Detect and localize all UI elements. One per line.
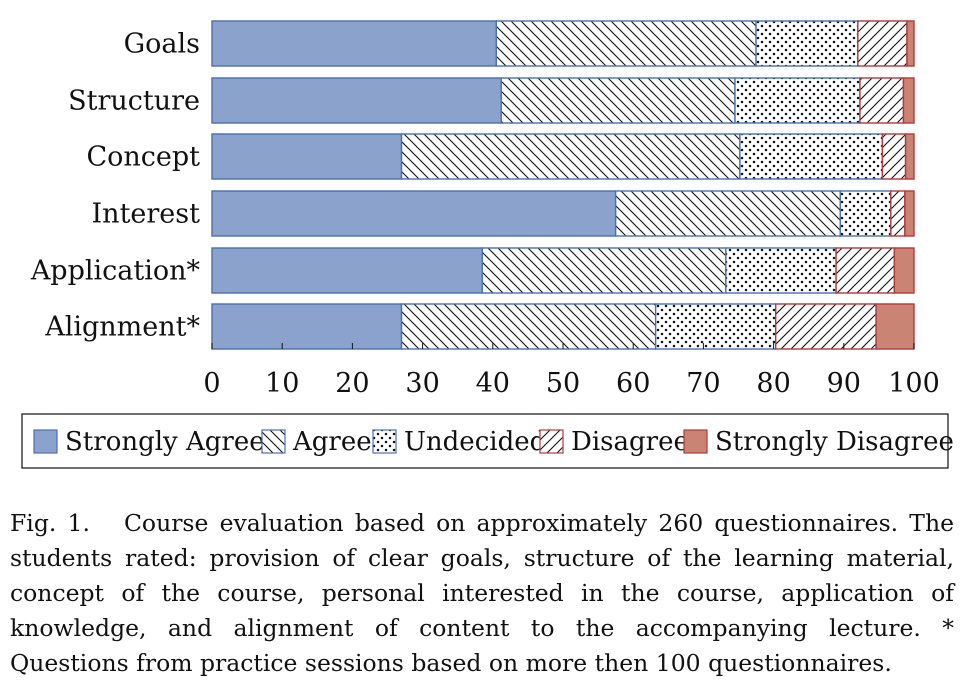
bar-goals-strongly-agree: [211, 20, 498, 67]
bar-interest-strongly-agree: [211, 190, 617, 237]
legend-swatch-strongly-disagree: [683, 429, 708, 454]
bar-goals-undecided: [755, 20, 859, 67]
bars-group: [211, 20, 915, 350]
legend: Strongly Agree Agree Undecided Disagree Stro…: [21, 413, 954, 469]
bar-concept-agree: [400, 133, 741, 180]
bar-interest-disagree: [890, 190, 906, 237]
bar-alignment-disagree: [775, 303, 877, 350]
legend-swatch-strongly-agree: [33, 429, 58, 454]
x-tick-label-30: 30: [405, 368, 439, 399]
bar-application-disagree: [835, 247, 896, 294]
caption-label: Fig. 1.: [10, 509, 90, 537]
bar-goals-disagree: [857, 20, 908, 67]
bar-concept-undecided: [739, 133, 884, 180]
category-label-goals: Goals: [124, 29, 200, 60]
bar-concept-strongly-agree: [211, 133, 403, 180]
bar-alignment-undecided: [654, 303, 777, 350]
bar-alignment-agree: [400, 303, 657, 350]
x-tick-label-10: 10: [265, 368, 299, 399]
x-tick-label-80: 80: [756, 368, 790, 399]
bar-structure-strongly-agree: [211, 77, 502, 124]
caption-text: Course evaluation based on approximately…: [10, 509, 954, 677]
category-label-alignment: Alignment*: [44, 312, 200, 343]
bar-application-strongly-disagree: [893, 247, 915, 294]
bar-structure-undecided: [734, 77, 861, 124]
legend-label-undecided: Undecided: [404, 427, 546, 457]
category-label-concept: Concept: [86, 142, 200, 173]
legend-label-agree: Agree: [292, 427, 372, 457]
x-tick-label-90: 90: [827, 368, 861, 399]
bar-application-agree: [481, 247, 727, 294]
category-label-interest: Interest: [92, 199, 201, 230]
bar-interest-strongly-disagree: [904, 190, 915, 237]
bar-application-strongly-agree: [211, 247, 483, 294]
figure-caption: Fig. 1. Course evaluation based on approx…: [10, 506, 954, 681]
bar-goals-strongly-disagree: [906, 20, 915, 67]
bar-alignment-strongly-agree: [211, 303, 403, 350]
bar-structure-strongly-disagree: [902, 77, 915, 124]
x-tick-label-50: 50: [546, 368, 580, 399]
x-tick-label-0: 0: [203, 368, 220, 399]
category-labels: Goals Structure Concept Interest Application…: [30, 29, 201, 343]
x-tick-label-100: 100: [888, 368, 940, 399]
bar-concept-disagree: [881, 133, 907, 180]
category-label-structure: Structure: [68, 86, 200, 117]
category-label-application: Application*: [30, 256, 201, 287]
bar-concept-strongly-disagree: [904, 133, 915, 180]
chart-svg: Goals Structure Concept Interest Application…: [21, 20, 954, 469]
bar-alignment-strongly-disagree: [875, 303, 915, 350]
x-tick-label-70: 70: [686, 368, 720, 399]
legend-label-disagree: Disagree: [571, 427, 689, 457]
bar-interest-undecided: [839, 190, 892, 237]
x-tick-label-40: 40: [476, 368, 510, 399]
legend-swatch-agree: [261, 429, 286, 454]
bar-structure-disagree: [859, 77, 905, 124]
legend-box: [21, 413, 949, 469]
legend-label-strongly-agree: Strongly Agree: [65, 427, 265, 457]
stacked-bar-chart: Goals Structure Concept Interest Application…: [21, 20, 954, 469]
bar-structure-agree: [500, 77, 736, 124]
bar-goals-agree: [495, 20, 757, 67]
legend-swatch-disagree: [539, 429, 564, 454]
legend-swatch-undecided: [372, 429, 397, 454]
x-tick-label-60: 60: [616, 368, 650, 399]
bar-application-undecided: [725, 247, 837, 294]
x-tick-label-20: 20: [335, 368, 369, 399]
legend-label-strongly-disagree: Strongly Disagree: [715, 427, 954, 457]
x-axis: 0 10 20 30 40 50 60 70 80 90 100: [203, 343, 940, 399]
bar-interest-agree: [614, 190, 841, 237]
